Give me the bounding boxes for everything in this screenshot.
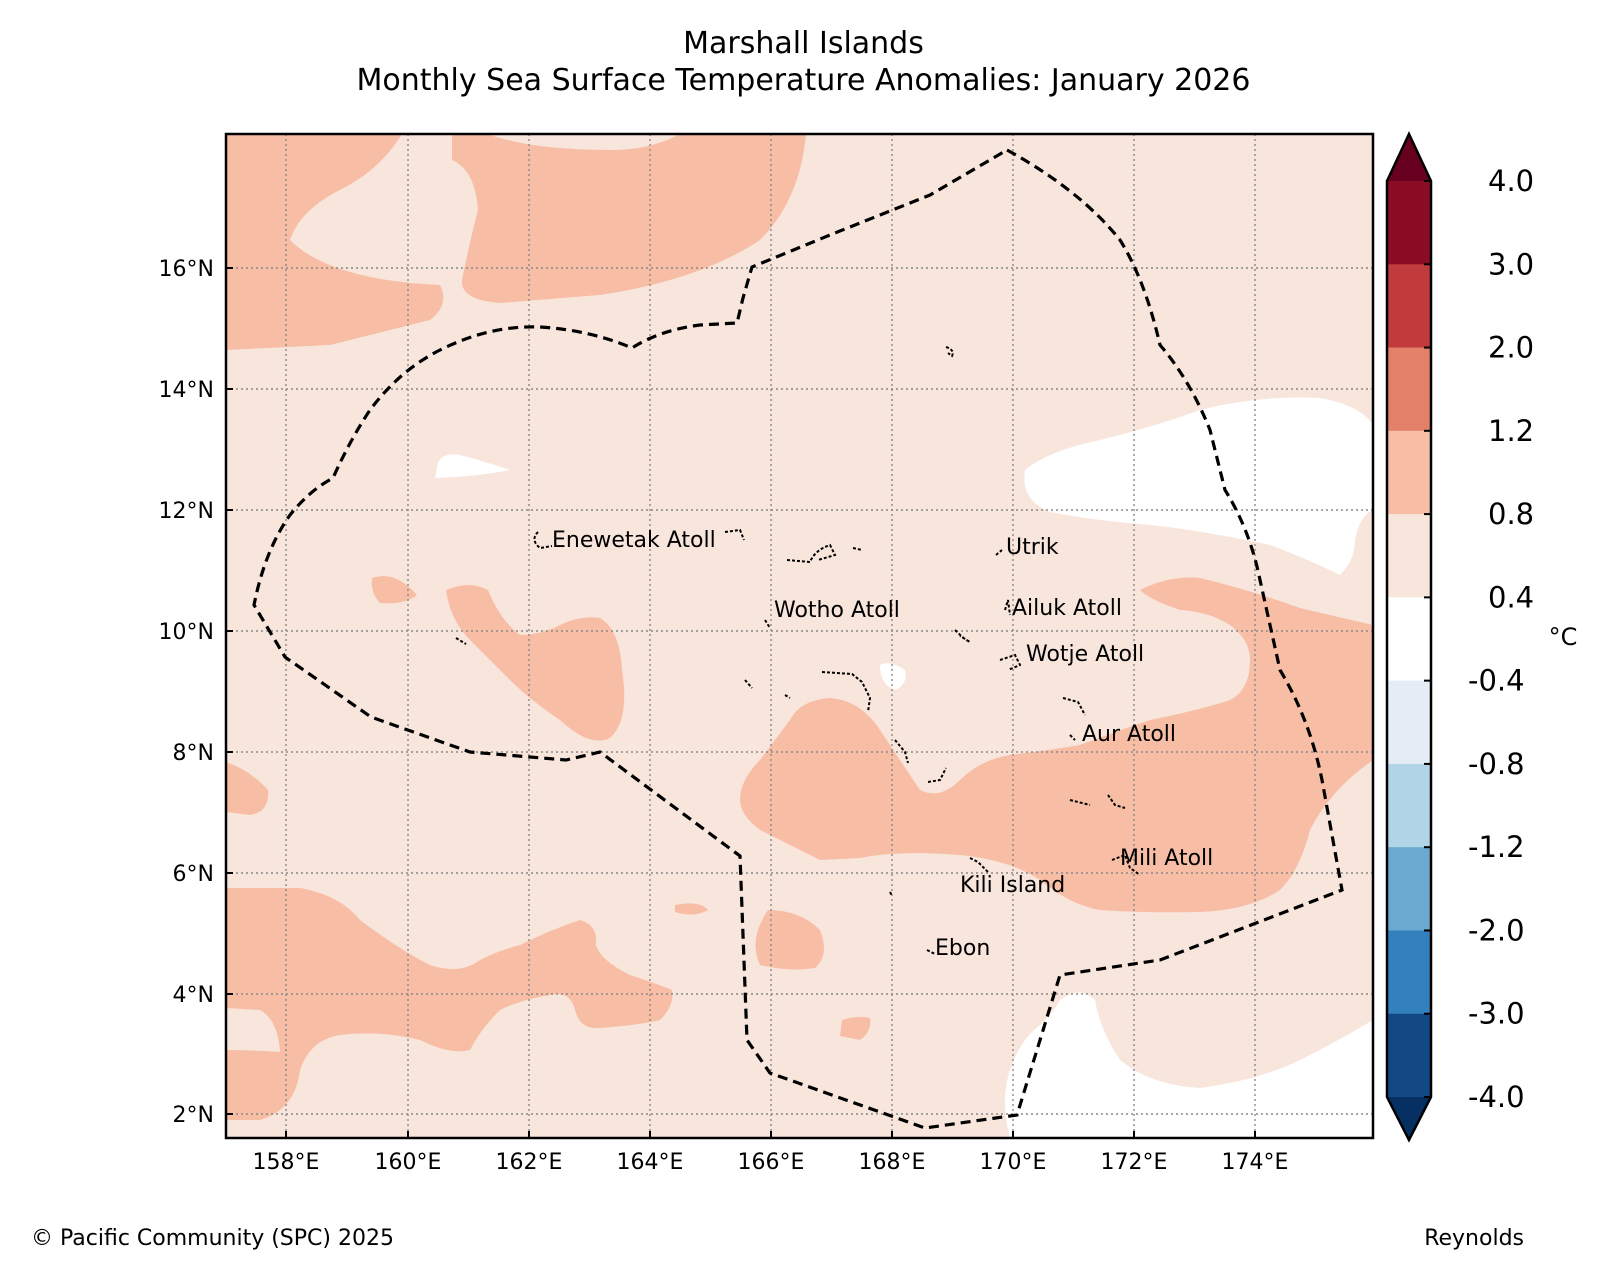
colorbar-tick-label: 0.8 — [1488, 497, 1534, 531]
place-label-wotho: Wotho Atoll — [774, 598, 900, 623]
colorbar-band — [1387, 181, 1431, 265]
lon-tick-label: 172°E — [1101, 1150, 1168, 1175]
lat-tick-label: 10°N — [159, 620, 214, 645]
atoll-maloelap — [1062, 697, 1086, 716]
place-label-ailuk: Ailuk Atoll — [1012, 596, 1122, 621]
title-line-2: Monthly Sea Surface Temperature Anomalie… — [356, 63, 1251, 98]
atoll-bokak — [945, 346, 954, 358]
lon-tick-label: 170°E — [980, 1150, 1047, 1175]
map-area: Enewetak Atoll Utrik Wotho Atoll Ailuk A… — [226, 134, 1373, 1138]
atoll-wotho — [764, 619, 771, 629]
lon-tick-labels: 158°E 160°E 162°E 164°E 166°E 168°E 170°… — [253, 1150, 1289, 1175]
lon-tick-label: 162°E — [496, 1150, 563, 1175]
colorbar-band — [1387, 763, 1431, 848]
atoll-jaluit — [969, 857, 989, 873]
colorbar-ticks — [1424, 180, 1431, 1098]
place-label-wotje: Wotje Atoll — [1026, 642, 1144, 667]
lon-tick-label: 174°E — [1222, 1150, 1289, 1175]
colorbar-band — [1387, 847, 1431, 931]
colorbar-band — [1387, 430, 1431, 515]
lat-tick-label: 12°N — [159, 499, 214, 524]
colorbar-tick-label: -0.8 — [1468, 747, 1525, 781]
copyright-text: © Pacific Community (SPC) 2025 — [31, 1226, 394, 1251]
colorbar-tick-label: -2.0 — [1468, 913, 1525, 947]
atoll-aur — [1069, 734, 1076, 741]
atoll-rongelap — [786, 543, 837, 564]
atoll-outlines — [455, 346, 1141, 955]
axis-ticks — [226, 267, 1256, 1138]
atoll-likiep — [954, 629, 971, 643]
lon-tick-label: 160°E — [375, 1150, 442, 1175]
atoll-utrik — [995, 549, 1003, 556]
atoll-arno — [1069, 799, 1091, 806]
colorbar-tick-label: -4.0 — [1468, 1080, 1525, 1114]
colorbar-tick-labels: 4.0 3.0 2.0 1.2 0.8 0.4 -0.4 -0.8 -1.2 -2.0 -3.0 -4… — [1468, 164, 1534, 1114]
colorbar-tick-label: 0.4 — [1488, 580, 1534, 614]
colorbar-band — [1387, 597, 1431, 682]
colorbar: 4.0 3.0 2.0 1.2 0.8 0.4 -0.4 -0.8 -1.2 -2.0 -3.0 -4… — [1385, 131, 1578, 1143]
atoll-kwajalein — [821, 671, 872, 713]
atoll-ailinginae — [852, 547, 863, 551]
colorbar-extend-min — [1387, 1097, 1431, 1140]
title-line-1: Marshall Islands — [683, 26, 924, 61]
place-labels: Enewetak Atoll Utrik Wotho Atoll Ailuk A… — [552, 528, 1213, 961]
colorbar-tick-label: 2.0 — [1488, 331, 1534, 365]
map-frame — [224, 132, 1375, 1140]
colorbar-band — [1387, 514, 1431, 598]
place-label-enewetak: Enewetak Atoll — [552, 528, 716, 553]
lat-tick-label: 2°N — [173, 1103, 214, 1128]
atoll-ujae — [784, 694, 791, 699]
atoll-bikini — [724, 528, 745, 541]
colorbar-tick-label: 3.0 — [1488, 247, 1534, 281]
lat-tick-label: 16°N — [159, 257, 214, 282]
place-label-kili: Kili Island — [960, 873, 1065, 898]
lat-tick-label: 4°N — [173, 983, 214, 1008]
atoll-majuro — [1107, 794, 1126, 809]
anomaly-fill-0.8-1.2 — [226, 134, 1373, 1120]
lon-tick-label: 164°E — [617, 1150, 684, 1175]
place-label-ebon: Ebon — [935, 936, 990, 961]
atoll-lae — [744, 679, 753, 689]
colorbar-tick-label: -3.0 — [1468, 997, 1525, 1031]
lon-tick-label: 158°E — [253, 1150, 320, 1175]
atoll-wotje — [999, 653, 1022, 671]
colorbar-extend-max — [1387, 134, 1431, 181]
lat-tick-label: 14°N — [159, 378, 214, 403]
place-label-mili: Mili Atoll — [1120, 846, 1213, 871]
lon-tick-label: 168°E — [859, 1150, 926, 1175]
atoll-namorik — [889, 891, 893, 897]
colorbar-band — [1387, 680, 1431, 765]
anomaly-fill-neutral — [435, 397, 1373, 1138]
colorbar-tick-label: -0.4 — [1468, 664, 1525, 698]
atoll-namu — [894, 739, 909, 764]
colorbar-band — [1387, 347, 1431, 432]
data-source-text: Reynolds — [1424, 1226, 1524, 1251]
atoll-ebon — [926, 949, 936, 955]
lon-tick-label: 166°E — [738, 1150, 805, 1175]
atoll-jaluit-north — [927, 767, 947, 783]
colorbar-band — [1387, 1013, 1431, 1098]
atoll-ujelang — [455, 637, 467, 645]
lat-tick-label: 8°N — [173, 741, 214, 766]
graticule — [226, 134, 1373, 1138]
colorbar-band — [1387, 930, 1431, 1015]
atoll-ailuk — [1004, 599, 1011, 616]
colorbar-unit: °C — [1549, 623, 1578, 651]
atoll-mili — [1111, 853, 1141, 876]
atoll-enewetak — [533, 531, 553, 550]
colorbar-tick-label: -1.2 — [1468, 830, 1525, 864]
eez-boundary — [252, 148, 1344, 1130]
place-label-aur: Aur Atoll — [1082, 722, 1176, 747]
colorbar-tick-label: 1.2 — [1488, 414, 1534, 448]
place-label-utrik: Utrik — [1006, 535, 1059, 560]
colorbar-band — [1387, 264, 1431, 349]
colorbar-bands — [1387, 181, 1431, 1098]
lat-tick-label: 6°N — [173, 862, 214, 887]
lat-tick-labels: 16°N 14°N 12°N 10°N 8°N 6°N 4°N 2°N — [159, 257, 214, 1128]
colorbar-tick-label: 4.0 — [1488, 164, 1534, 198]
